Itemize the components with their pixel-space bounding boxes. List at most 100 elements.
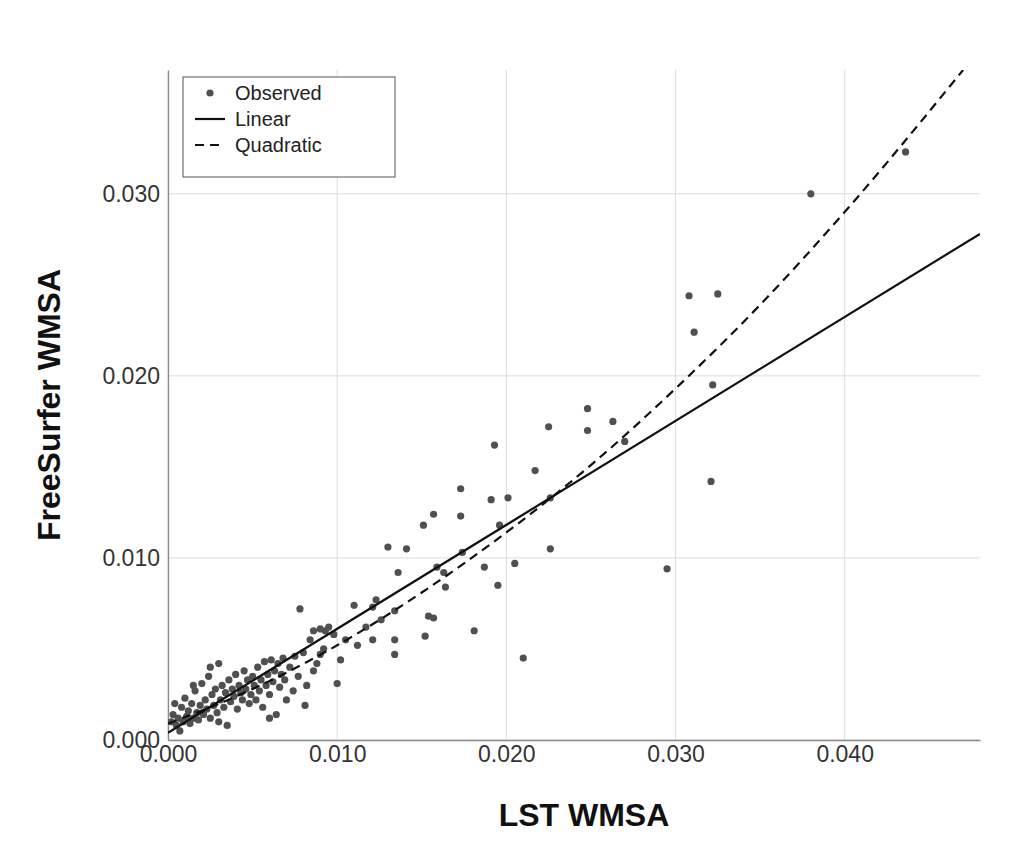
y-axis: 0.000 0.010 0.020 0.030 bbox=[102, 71, 168, 753]
point bbox=[621, 438, 628, 445]
grid-line bbox=[844, 70, 845, 740]
fit-line bbox=[168, 70, 963, 724]
point bbox=[709, 381, 716, 388]
legend-swatch bbox=[195, 144, 225, 146]
point bbox=[420, 522, 427, 529]
point bbox=[247, 691, 254, 698]
point bbox=[313, 660, 320, 667]
point bbox=[584, 427, 591, 434]
point bbox=[491, 441, 498, 448]
point bbox=[195, 716, 202, 723]
point bbox=[213, 709, 220, 716]
tick-label: 0.040 bbox=[816, 741, 874, 767]
tick-label: 0.020 bbox=[102, 363, 160, 389]
point bbox=[256, 687, 263, 694]
point bbox=[268, 656, 275, 663]
legend-label: Linear bbox=[235, 108, 291, 130]
point bbox=[531, 467, 538, 474]
point bbox=[215, 718, 222, 725]
point bbox=[188, 700, 195, 707]
point bbox=[320, 645, 327, 652]
point bbox=[310, 627, 317, 634]
point bbox=[266, 715, 273, 722]
point bbox=[181, 695, 188, 702]
legend-label: Observed bbox=[235, 82, 322, 104]
point bbox=[369, 636, 376, 643]
point bbox=[259, 704, 266, 711]
point bbox=[254, 664, 261, 671]
point bbox=[273, 711, 280, 718]
point bbox=[391, 636, 398, 643]
point bbox=[190, 682, 197, 689]
point bbox=[520, 654, 527, 661]
point bbox=[394, 569, 401, 576]
point bbox=[178, 704, 185, 711]
point bbox=[685, 292, 692, 299]
point bbox=[207, 664, 214, 671]
grid bbox=[168, 70, 980, 740]
tick-label: 0.020 bbox=[478, 741, 536, 767]
point bbox=[219, 682, 226, 689]
point bbox=[295, 673, 302, 680]
point bbox=[430, 511, 437, 518]
legend-swatch bbox=[206, 89, 213, 96]
point bbox=[807, 190, 814, 197]
point bbox=[584, 405, 591, 412]
point bbox=[220, 704, 227, 711]
point bbox=[403, 545, 410, 552]
grid-line bbox=[168, 70, 169, 740]
tick: 0.030 bbox=[102, 181, 168, 207]
point bbox=[176, 727, 183, 734]
marks bbox=[168, 70, 980, 734]
grid-line bbox=[168, 557, 980, 558]
point bbox=[547, 545, 554, 552]
point bbox=[471, 627, 478, 634]
point bbox=[354, 642, 361, 649]
point bbox=[707, 478, 714, 485]
x-axis: 0.0000.0100.0200.0300.040 bbox=[140, 740, 981, 767]
point bbox=[545, 423, 552, 430]
point bbox=[350, 602, 357, 609]
point bbox=[511, 560, 518, 567]
point bbox=[185, 707, 192, 714]
tick: 0.030 bbox=[647, 740, 705, 767]
point bbox=[198, 680, 205, 687]
point bbox=[488, 496, 495, 503]
point bbox=[481, 563, 488, 570]
point bbox=[663, 565, 670, 572]
tick-label: 0.000 bbox=[102, 727, 160, 753]
point bbox=[310, 667, 317, 674]
point bbox=[902, 148, 909, 155]
point bbox=[241, 667, 248, 674]
point bbox=[714, 290, 721, 297]
grid-line bbox=[168, 193, 980, 194]
legend: Observed Linear Quadratic bbox=[183, 77, 395, 177]
point bbox=[283, 696, 290, 703]
legend-swatch bbox=[195, 118, 225, 120]
grid-line bbox=[168, 375, 980, 376]
point bbox=[457, 485, 464, 492]
point bbox=[171, 700, 178, 707]
point bbox=[197, 702, 204, 709]
point bbox=[281, 676, 288, 683]
point bbox=[303, 682, 310, 689]
tick: 0.020 bbox=[102, 363, 168, 389]
point bbox=[261, 658, 268, 665]
tick-label: 0.010 bbox=[102, 545, 160, 571]
point bbox=[430, 614, 437, 621]
point bbox=[202, 696, 209, 703]
point bbox=[207, 715, 214, 722]
tick: 0.010 bbox=[102, 545, 168, 571]
point bbox=[307, 636, 314, 643]
point bbox=[246, 700, 253, 707]
point bbox=[609, 418, 616, 425]
point bbox=[691, 329, 698, 336]
point bbox=[334, 680, 341, 687]
y-axis-title: FreeSurfer WMSA bbox=[31, 269, 67, 541]
point bbox=[234, 705, 241, 712]
point bbox=[290, 687, 297, 694]
point bbox=[391, 651, 398, 658]
legend-label: Quadratic bbox=[235, 134, 322, 156]
point bbox=[232, 671, 239, 678]
point bbox=[422, 633, 429, 640]
